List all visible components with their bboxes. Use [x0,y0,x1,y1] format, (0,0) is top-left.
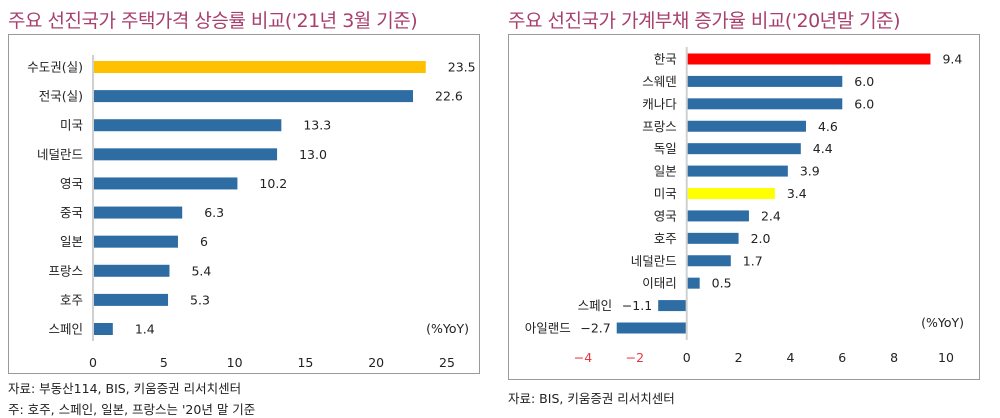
bar [687,98,843,110]
source-note: 자료: BIS, 키움증권 리서치센터 [508,391,675,406]
housing-price-chart: 수도권(실) 23.5 전국(실) 22.6 미국 13.3 네덜란드 13.0 영국 10.2 중… [27,55,476,370]
x-tick-label: 10 [227,355,243,370]
category-label: 스웨덴 [642,74,677,89]
category-label: 영국 [654,208,677,223]
category-label: 이태리 [642,276,677,291]
value-label: 2.0 [751,231,771,246]
bar [94,235,178,248]
x-tick-label: 0 [89,355,97,370]
debt-chart-frame: 한국 9.4 스웨덴 6.0 캐나다 6.0 프랑스 4.6 독일 4.4 일본 3.9 미국 3.4 영국… [508,34,980,380]
value-label: 6.0 [854,74,874,89]
unit-label: (%YoY) [921,315,964,330]
value-label: 1.7 [743,253,763,268]
category-label: 독일 [654,141,677,156]
value-label: 4.4 [813,141,833,156]
bar [687,165,788,177]
chart-title-debt: 주요 선진국가 가계부채 증가율 비교('20년말 기준) [508,10,901,32]
bar [687,143,801,155]
value-label: 13.3 [303,118,331,133]
bar [94,177,238,190]
category-label: 스페인 [578,298,613,313]
household-debt-chart: 한국 9.4 스웨덴 6.0 캐나다 6.0 프랑스 4.6 독일 4.4 일본 3.9 미국 3.4 영국… [525,47,964,365]
bar [94,148,278,161]
value-label: 23.5 [448,60,476,75]
x-tick-label: 25 [439,355,455,370]
x-tick-label: 2 [735,350,743,365]
bar [687,277,700,289]
value-label: 6 [200,234,208,249]
category-label: 일본 [60,234,83,249]
value-label: 22.6 [435,89,463,104]
source-note: 자료: 부동산114, BIS, 키움증권 리서치센터 [8,381,242,396]
x-tick-label: 15 [297,355,313,370]
category-label: 미국 [654,186,677,201]
category-label: 중국 [60,205,83,220]
value-label: 9.4 [942,52,962,67]
value-label: 1.4 [135,322,155,337]
x-tick-label: 8 [890,350,898,365]
value-label: 4.6 [818,119,838,134]
bar [94,293,169,306]
housing-chart-frame: 수도권(실) 23.5 전국(실) 22.6 미국 13.3 네덜란드 13.0 영국 10.2 중… [8,34,480,374]
bar [687,232,739,244]
value-label: 3.4 [787,186,807,201]
category-label: 캐나다 [642,96,677,111]
value-label: −1.1 [622,298,652,313]
x-tick-label: 10 [938,350,954,365]
category-label: 프랑스 [642,119,677,134]
bar [687,210,749,222]
x-tick-label: 6 [838,350,846,365]
category-label: 프랑스 [48,263,83,278]
value-label: 5.4 [191,263,211,278]
bar [687,255,731,267]
bar [687,75,843,87]
category-label: 수도권(실) [27,60,83,75]
category-label: 네덜란드 [631,253,677,268]
x-tick-label: 20 [368,355,384,370]
category-label: 전국(실) [39,89,83,104]
bar [616,322,686,334]
x-tick-label: 5 [160,355,168,370]
bar [94,61,426,73]
category-label: 스페인 [48,322,83,337]
bar [94,90,414,103]
category-label: 일본 [654,164,677,179]
bar [687,120,806,132]
category-label: 영국 [60,176,83,191]
value-label: 10.2 [259,176,287,191]
x-tick-label: −2 [626,350,644,365]
x-tick-label: −4 [574,350,592,365]
value-label: −2.7 [580,321,610,336]
value-label: 6.3 [204,205,224,220]
bar [94,206,183,219]
value-label: 2.4 [761,208,781,223]
category-label: 아일랜드 [525,321,571,336]
bar [687,53,931,65]
value-label: 0.5 [712,276,732,291]
unit-label: (%YoY) [426,321,469,336]
value-label: 3.9 [800,164,820,179]
category-label: 한국 [654,52,677,67]
category-label: 호주 [60,292,83,307]
value-label: 5.3 [190,292,210,307]
x-tick-label: 0 [683,350,691,365]
category-label: 호주 [654,231,677,246]
bar [687,188,775,199]
bar [658,300,686,312]
category-label: 네덜란드 [37,147,83,162]
value-label: 6.0 [854,96,874,111]
footnote: 주: 호주, 스페인, 일본, 프랑스는 '20년 말 기준 [8,402,256,417]
bar [94,323,113,335]
value-label: 13.0 [299,147,327,162]
bar [94,264,170,277]
bar [94,119,282,132]
category-label: 미국 [60,118,83,133]
chart-title-housing: 주요 선진국가 주택가격 상승률 비교('21년 3월 기준) [8,10,418,32]
x-tick-label: 4 [786,350,794,365]
